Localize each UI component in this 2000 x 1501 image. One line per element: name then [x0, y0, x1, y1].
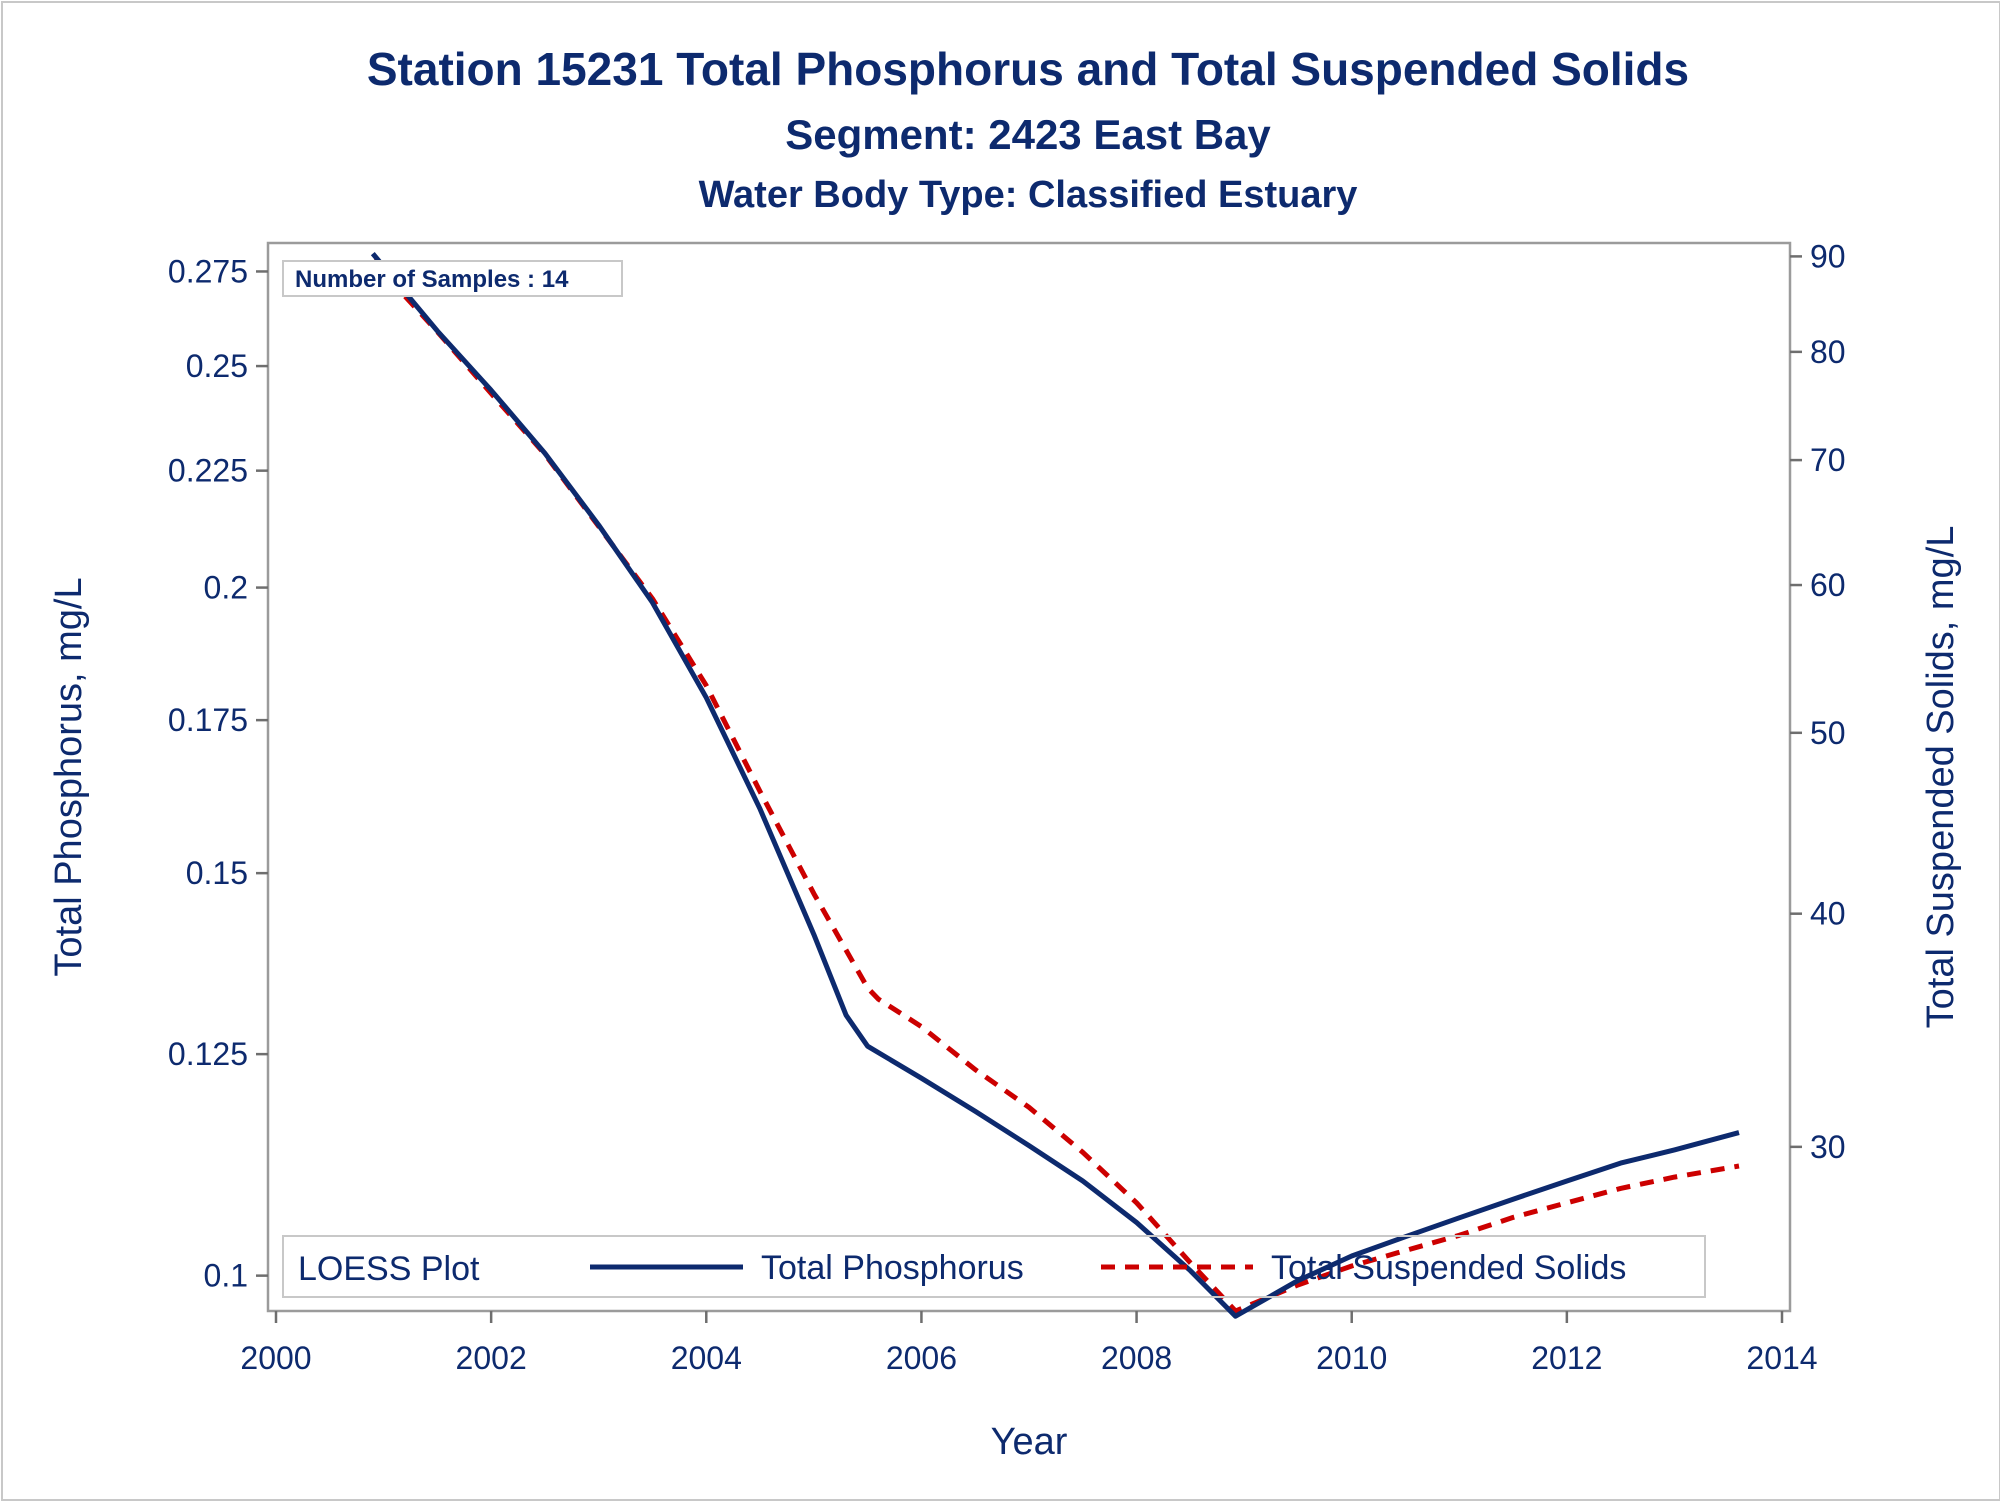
- y-left-tick-label: 0.2: [204, 570, 248, 606]
- x-axis: 2000 2002 2004 2006 2008 2010 2012 2014: [240, 1311, 1818, 1376]
- y-axis-right-label: Total Suspended Solids, mg/L: [1920, 526, 1962, 1029]
- y-right-tick-label: 40: [1810, 896, 1846, 932]
- y-right-tick-label: 70: [1810, 442, 1846, 478]
- y-left-tick-label: 0.225: [168, 453, 248, 489]
- y-axis-left-label: Total Phosphorus, mg/L: [48, 577, 90, 976]
- chart-subtitle-2: Water Body Type: Classified Estuary: [699, 174, 1358, 216]
- y-left-tick-label: 0.25: [186, 348, 248, 384]
- series-line-total-suspended-solids: [370, 259, 1740, 1314]
- y-left-tick-label: 0.125: [168, 1036, 248, 1072]
- x-axis-label: Year: [991, 1421, 1068, 1463]
- series-layer: [370, 251, 1740, 1319]
- x-tick-label: 2008: [1101, 1340, 1172, 1376]
- legend-entry-total-phosphorus: Total Phosphorus: [761, 1249, 1024, 1287]
- samples-annotation: Number of Samples : 14: [282, 260, 623, 297]
- x-tick-label: 2014: [1746, 1340, 1817, 1376]
- samples-annotation-box: [282, 260, 623, 297]
- y-right-tick-label: 80: [1810, 334, 1846, 370]
- chart: Station 15231 Total Phosphorus and Total…: [48, 43, 1962, 1463]
- x-tick-label: 2004: [671, 1340, 742, 1376]
- y-right-tick-label: 90: [1810, 238, 1846, 274]
- x-tick-label: 2002: [456, 1340, 527, 1376]
- chart-subtitle: Segment: 2423 East Bay: [785, 111, 1271, 158]
- y-right-tick-label: 60: [1810, 567, 1846, 603]
- y-left-tick-label: 0.1: [204, 1258, 248, 1294]
- x-tick-label: 2006: [886, 1340, 957, 1376]
- y-left-tick-label: 0.15: [186, 855, 248, 891]
- x-tick-label: 2010: [1316, 1340, 1387, 1376]
- y-right-tick-label: 50: [1810, 715, 1846, 751]
- legend-box: [282, 1235, 1706, 1298]
- y-left-tick-label: 0.175: [168, 702, 248, 738]
- chart-title: Station 15231 Total Phosphorus and Total…: [367, 43, 1689, 95]
- y-axis-right: 30 40 50 60 70 80 90: [1790, 238, 1846, 1165]
- legend: LOESS Plot Total Phosphorus Total Suspen…: [282, 1235, 1706, 1298]
- legend-title: LOESS Plot: [298, 1250, 480, 1288]
- y-left-tick-label: 0.275: [168, 253, 248, 289]
- x-tick-label: 2012: [1531, 1340, 1602, 1376]
- samples-annotation-text: Number of Samples : 14: [295, 266, 569, 293]
- series-line-total-phosphorus: [370, 251, 1740, 1319]
- plot-area: [266, 241, 1792, 1313]
- y-axis-left: 0.1 0.125 0.15 0.175 0.2 0.225 0.25 0.275: [168, 253, 268, 1294]
- x-tick-label: 2000: [240, 1340, 311, 1376]
- y-right-tick-label: 30: [1810, 1129, 1846, 1165]
- legend-entry-total-suspended-solids: Total Suspended Solids: [1271, 1249, 1626, 1287]
